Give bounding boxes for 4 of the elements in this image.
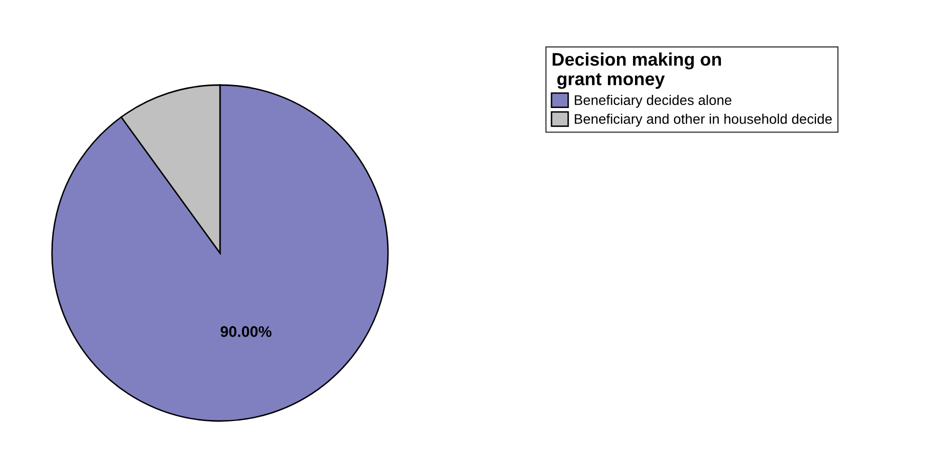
legend-label: Beneficiary decides alone <box>574 94 732 108</box>
legend-title: Decision making on grant money <box>552 52 721 89</box>
data-label: 90.00% <box>220 326 272 337</box>
legend-label: Beneficiary and other in household decide <box>574 114 832 127</box>
